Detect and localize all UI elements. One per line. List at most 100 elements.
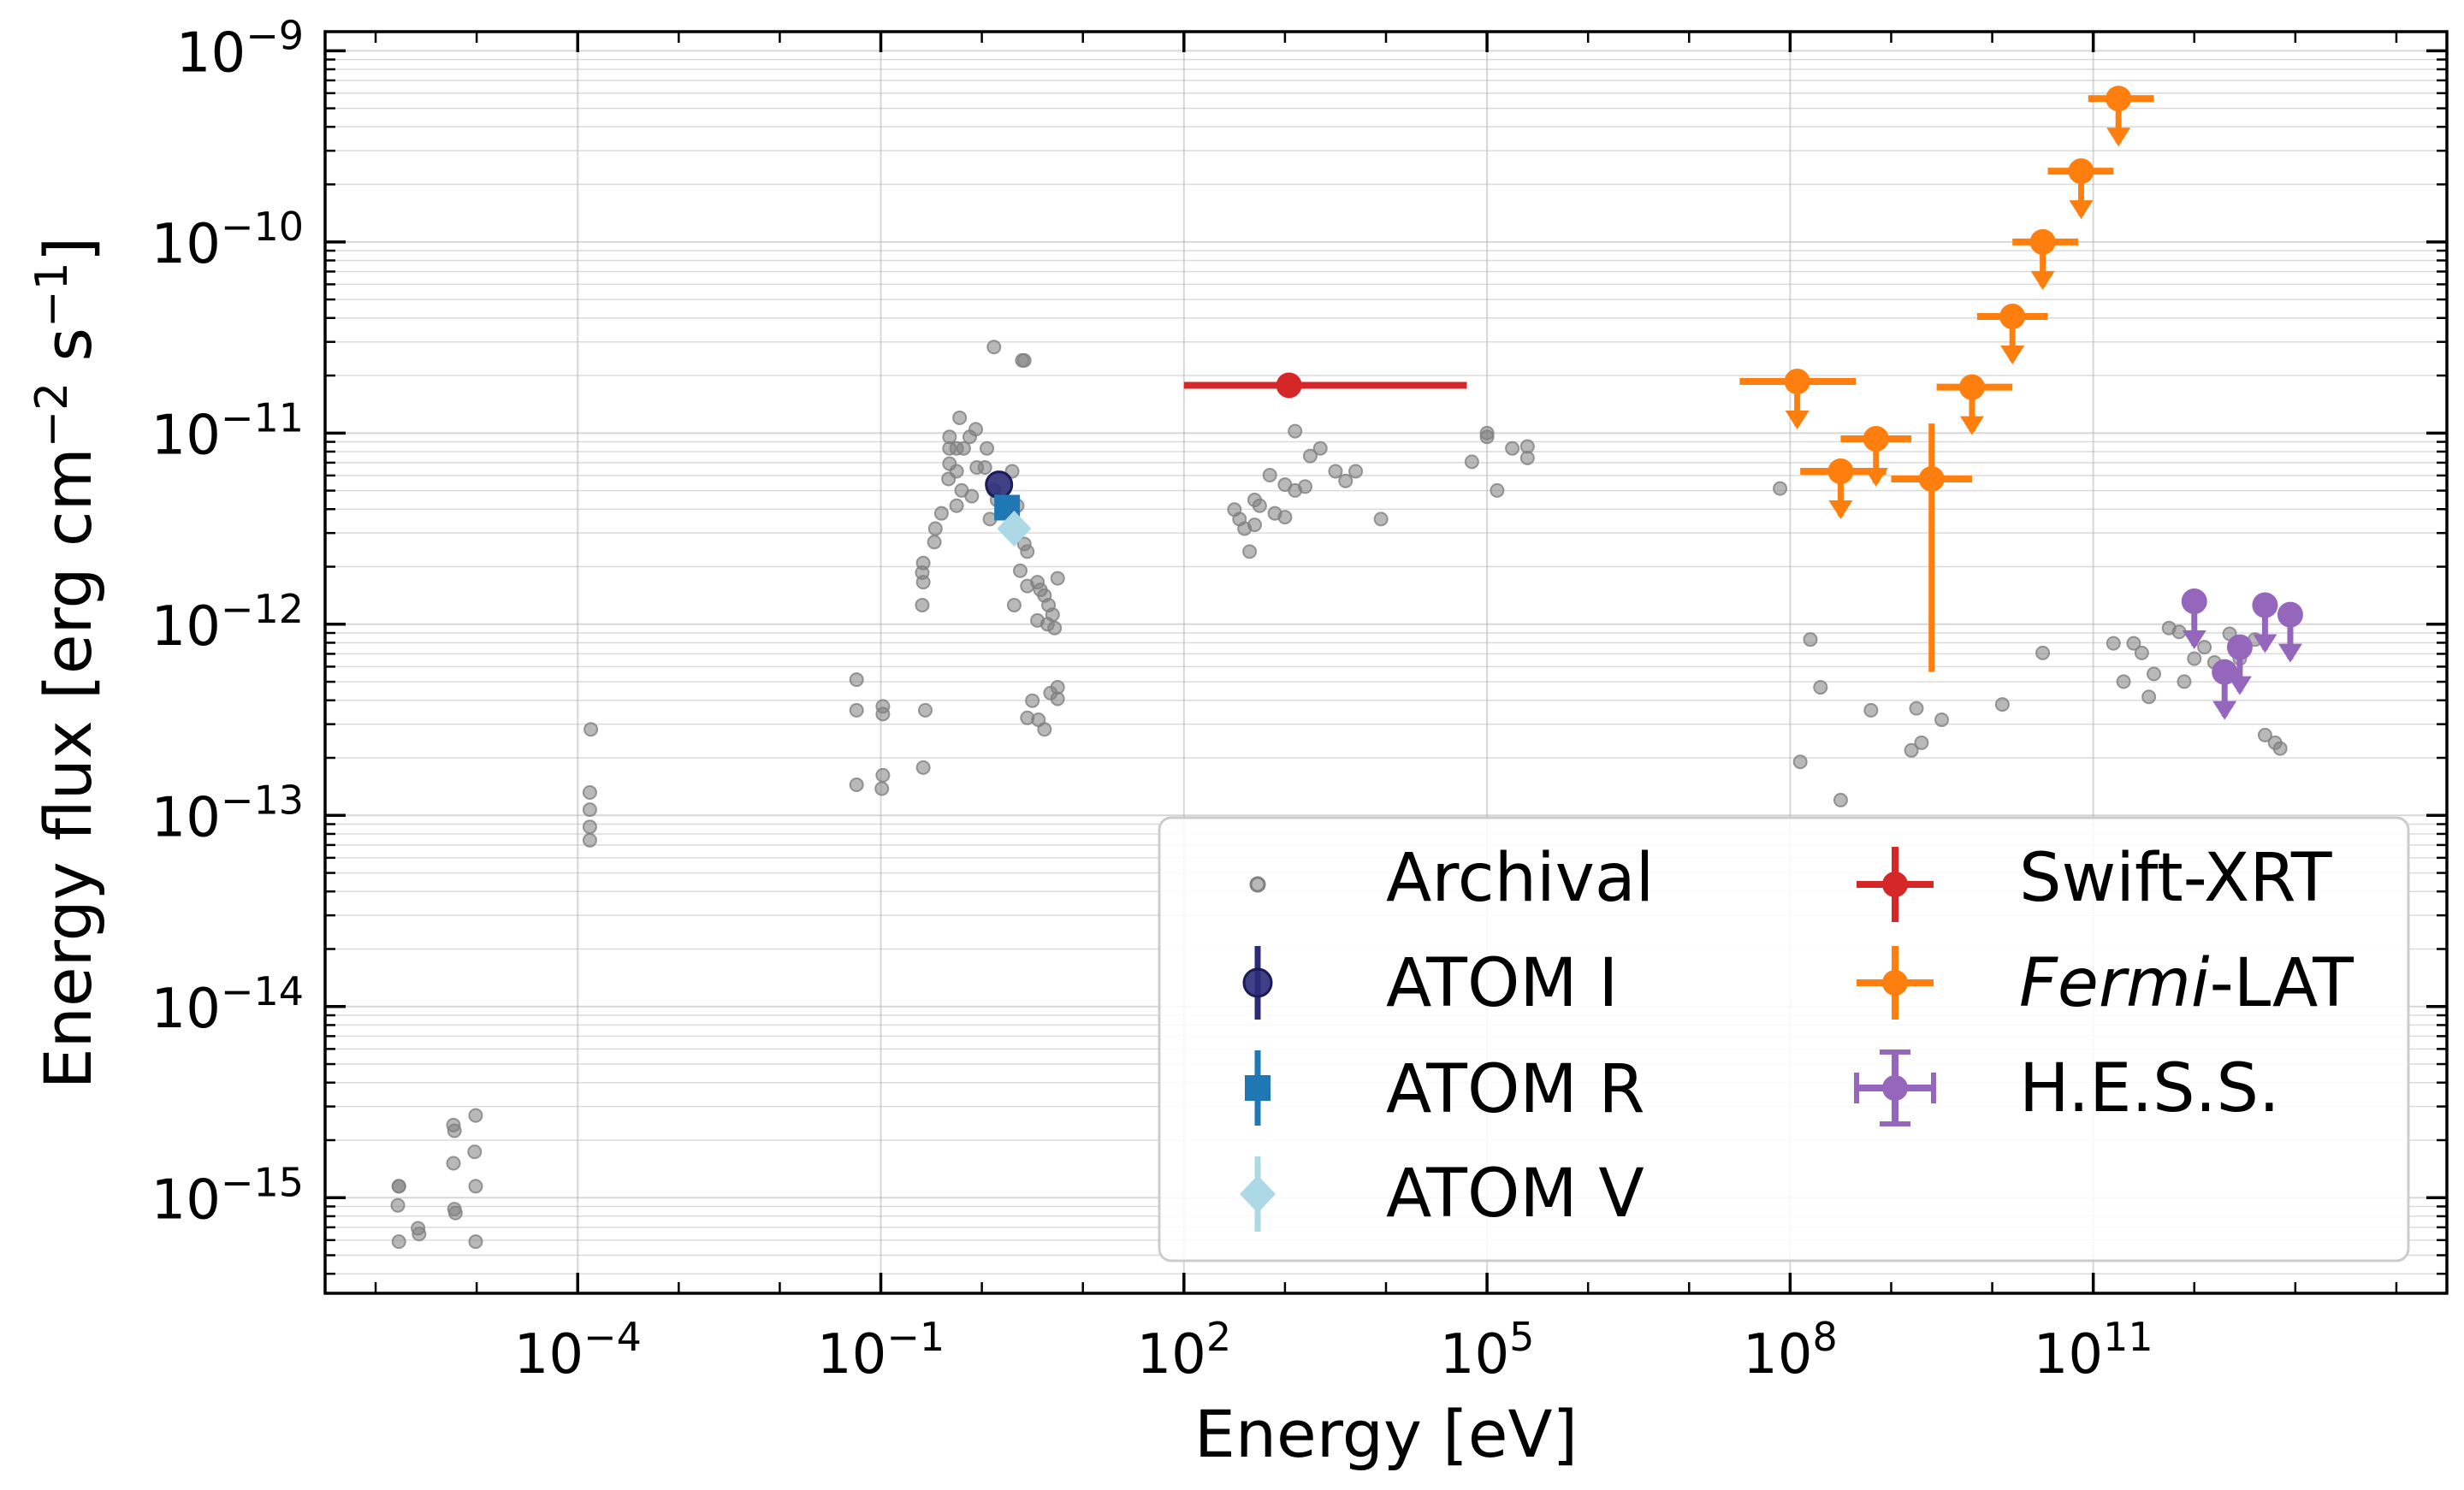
archival-point bbox=[2141, 689, 2157, 705]
archival-point bbox=[980, 440, 995, 456]
legend-archival: Archival bbox=[1249, 840, 1654, 917]
archival-point bbox=[2187, 651, 2202, 666]
archival-point bbox=[933, 506, 949, 521]
legend-atom-r-marker bbox=[1245, 1075, 1270, 1101]
archival-point bbox=[1242, 544, 1258, 559]
archival-point bbox=[1519, 450, 1535, 465]
h-e-s-s-ul-head bbox=[2277, 643, 2302, 663]
legend-atom-r-label: ATOM R bbox=[1386, 1051, 1645, 1128]
legend-swift-xrt: Swift-XRT bbox=[1857, 840, 2332, 922]
archival-point bbox=[1277, 510, 1293, 525]
fermi-lat-ul-head bbox=[1863, 468, 1888, 488]
archival-point bbox=[874, 781, 890, 796]
series-swift-xrt bbox=[1183, 372, 1467, 399]
legend-atom-r: ATOM R bbox=[1245, 1050, 1645, 1128]
fermi-lat-ul-head bbox=[1785, 410, 1810, 429]
fermi-lat-ul-head bbox=[2069, 200, 2094, 220]
legend-hess-marker bbox=[1882, 1075, 1908, 1101]
archival-point bbox=[1803, 632, 1818, 647]
archival-point bbox=[849, 702, 864, 718]
fermi-lat-point bbox=[2106, 86, 2132, 112]
legend-box bbox=[1158, 816, 2410, 1262]
archival-point bbox=[1312, 440, 1328, 456]
archival-point bbox=[1464, 454, 1479, 470]
archival-point bbox=[1505, 440, 1520, 456]
x-tick-label: 10−1 bbox=[817, 1314, 945, 1387]
legend-atom-v-marker bbox=[1240, 1175, 1276, 1213]
fermi-lat-point bbox=[1958, 374, 1985, 400]
h-e-s-s-ul-head bbox=[2212, 701, 2237, 720]
archival-point bbox=[1006, 597, 1022, 612]
y-tick-label: 10−11 bbox=[151, 394, 304, 467]
y-tick-label: 10−15 bbox=[151, 1159, 304, 1232]
archival-point bbox=[977, 460, 992, 476]
legend-swift-xrt-marker bbox=[1882, 872, 1908, 897]
legend-atom-i-marker bbox=[1242, 967, 1273, 998]
legend-hess-label: H.E.S.S. bbox=[2019, 1050, 2280, 1127]
archival-point bbox=[1490, 482, 1505, 498]
legend-fermi-lat: Fermi-LAT bbox=[1857, 945, 2354, 1022]
fermi-lat-ul-head bbox=[2106, 127, 2131, 147]
archival-point bbox=[1348, 464, 1364, 479]
archival-point bbox=[2035, 645, 2051, 660]
archival-point bbox=[986, 340, 1002, 355]
x-tick-label: 1011 bbox=[2034, 1314, 2153, 1387]
y-tick-label: 10−14 bbox=[151, 968, 304, 1041]
legend: Archival ATOM I ATOM R ATOM V Swift-XRT bbox=[1158, 816, 2410, 1262]
legend-swift-xrt-label: Swift-XRT bbox=[2019, 840, 2332, 917]
fermi-lat-ul-head bbox=[2000, 345, 2025, 364]
fermi-lat-point bbox=[1863, 426, 1889, 452]
y-tick-label: 10−13 bbox=[151, 777, 304, 849]
atom-i-point bbox=[985, 470, 1014, 500]
archival-point bbox=[1247, 517, 1262, 533]
h-e-s-s-point bbox=[2181, 588, 2207, 614]
x-tick-label: 102 bbox=[1136, 1314, 1231, 1387]
archival-point bbox=[1909, 701, 1924, 716]
archival-point bbox=[1338, 473, 1353, 488]
archival-point bbox=[2116, 674, 2131, 689]
legend-archival-label: Archival bbox=[1386, 840, 1654, 917]
archival-point bbox=[1863, 702, 1879, 718]
series-archival bbox=[390, 340, 2288, 1250]
y-axis-label: Energy flux [erg cm−2 s−1] bbox=[27, 237, 106, 1090]
legend-atom-i-label: ATOM I bbox=[1386, 945, 1618, 1022]
archival-point bbox=[446, 1156, 461, 1171]
swift-xrt-point bbox=[1276, 372, 1302, 399]
archival-point bbox=[447, 1123, 462, 1138]
legend-archival-marker bbox=[1249, 876, 1266, 893]
legend-atom-v-label: ATOM V bbox=[1386, 1156, 1644, 1233]
archival-point bbox=[875, 767, 891, 783]
archival-point bbox=[964, 488, 980, 504]
archival-point bbox=[447, 1205, 463, 1221]
archival-point bbox=[1328, 464, 1343, 479]
h-e-s-s-ul-head bbox=[2253, 634, 2277, 653]
archival-point bbox=[2177, 674, 2192, 689]
archival-point bbox=[942, 429, 957, 445]
archival-point bbox=[1479, 425, 1495, 440]
y-tick-label: 10−10 bbox=[151, 204, 304, 276]
archival-point bbox=[915, 597, 930, 612]
archival-point bbox=[1833, 792, 1848, 807]
h-e-s-s-point bbox=[2252, 592, 2278, 618]
archival-point bbox=[412, 1227, 427, 1242]
archival-point bbox=[1792, 754, 1808, 770]
archival-point bbox=[390, 1197, 406, 1213]
archival-point bbox=[849, 672, 864, 688]
archival-point bbox=[1050, 680, 1065, 695]
legend-atom-v: ATOM V bbox=[1240, 1156, 1644, 1233]
archival-point bbox=[1012, 563, 1028, 578]
archival-point bbox=[1025, 693, 1040, 708]
archival-point bbox=[1994, 697, 2010, 712]
archival-point bbox=[1016, 352, 1032, 368]
fermi-lat-point bbox=[1918, 465, 1945, 492]
archival-point bbox=[949, 464, 964, 479]
archival-point bbox=[582, 819, 597, 835]
y-tick-labels: 10−15 10−14 10−13 10−12 10−11 10−10 10−9 bbox=[151, 12, 304, 1232]
archival-point bbox=[391, 1234, 406, 1250]
fermi-lat-ul-head bbox=[1959, 416, 1984, 435]
archival-point bbox=[915, 760, 931, 775]
archival-point bbox=[1773, 481, 1788, 496]
x-tick-label: 105 bbox=[1440, 1314, 1535, 1387]
plot-frame bbox=[323, 30, 2449, 1295]
series-h-e-s-s bbox=[2181, 588, 2303, 720]
